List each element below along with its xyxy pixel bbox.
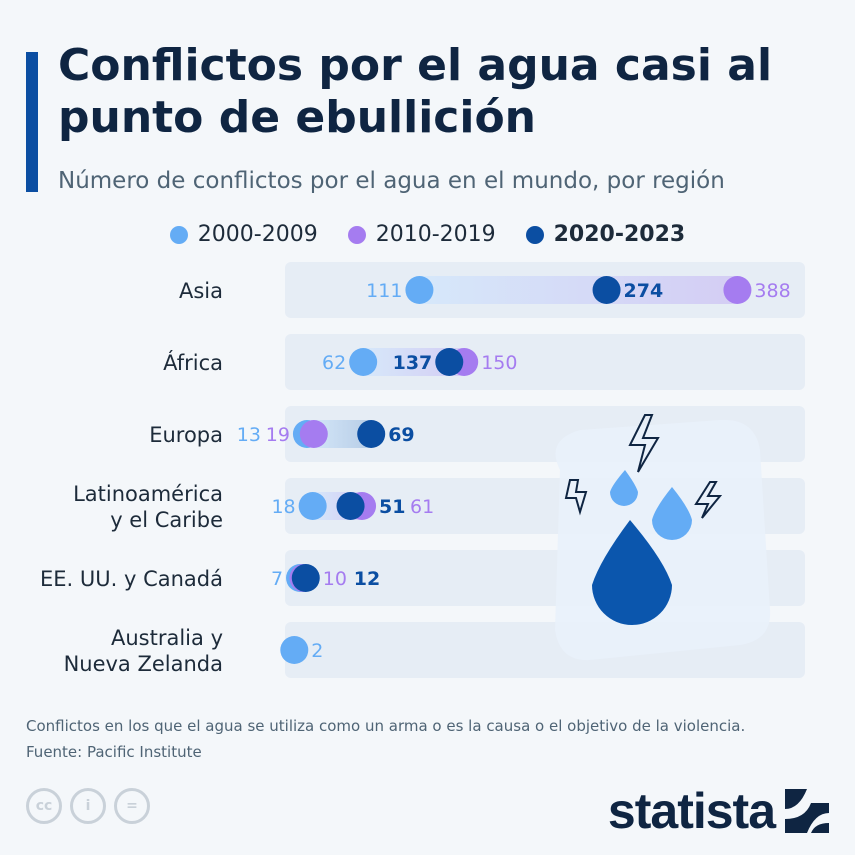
- category-label: Australia y: [111, 626, 223, 650]
- dot-2020-2023: [291, 564, 320, 592]
- legend-item-2020-2023: 2020-2023: [525, 222, 686, 247]
- category-label: Asia: [179, 279, 223, 303]
- footnote-text: Conflictos en los que el agua se utiliza…: [26, 717, 746, 735]
- value-label: 388: [754, 280, 790, 302]
- value-label: 111: [366, 280, 402, 302]
- dot-2010-2019: [299, 420, 328, 448]
- value-label: 150: [481, 352, 517, 374]
- legend-dot: [347, 225, 366, 244]
- value-label: 137: [393, 352, 433, 374]
- brand-wordmark: statista: [607, 783, 776, 839]
- dot-2000-2009: [349, 348, 378, 376]
- chart-subtitle: Número de conflictos por el agua en el m…: [58, 168, 725, 194]
- category-label: África: [163, 350, 223, 375]
- lightning-icon: [628, 414, 660, 473]
- value-label: 51: [379, 496, 405, 518]
- value-label: 18: [271, 496, 295, 518]
- water-conflict-illustration: [555, 414, 771, 661]
- lightning-icon: [564, 479, 588, 516]
- license-icons[interactable]: cc i =: [26, 788, 150, 824]
- statista-logo[interactable]: statista: [608, 782, 829, 840]
- value-label: 12: [354, 568, 380, 590]
- large-drop-icon: [592, 520, 672, 625]
- chart-title: Conflictos por el agua casi al punto de …: [58, 40, 773, 143]
- value-label: 13: [237, 424, 261, 446]
- value-label: 10: [323, 568, 347, 590]
- dot-2000-2009: [280, 636, 309, 664]
- dot-2020-2023: [336, 492, 365, 520]
- legend-label: 2010-2019: [375, 222, 496, 247]
- value-label: 19: [266, 424, 290, 446]
- value-label: 274: [624, 280, 664, 302]
- cc-icon[interactable]: cc: [26, 788, 62, 824]
- illustration-backdrop: [555, 419, 771, 661]
- dot-2010-2019: [723, 276, 752, 304]
- legend-item-2010-2019: 2010-2019: [347, 222, 496, 247]
- source-text: Fuente: Pacific Institute: [26, 743, 202, 761]
- category-label: y el Caribe: [110, 508, 223, 532]
- connector-bar: [419, 276, 738, 304]
- dot-2020-2023: [435, 348, 464, 376]
- no-derivatives-icon[interactable]: =: [114, 788, 150, 824]
- dot-2000-2009: [298, 492, 327, 520]
- category-label: Nueva Zelanda: [64, 652, 223, 676]
- small-drop-icon: [610, 470, 638, 506]
- title-accent-bar: [26, 52, 38, 192]
- value-label: 69: [388, 424, 414, 446]
- value-label: 61: [410, 496, 434, 518]
- lightning-icon: [694, 481, 723, 519]
- category-label: Europa: [149, 423, 223, 447]
- legend: 2000-2009 2010-2019 2020-2023: [0, 222, 855, 247]
- dot-2020-2023: [357, 420, 386, 448]
- legend-label: 2000-2009: [197, 222, 318, 247]
- legend-label: 2020-2023: [553, 222, 686, 247]
- value-label: 2: [311, 640, 323, 662]
- statista-logo-mark: [785, 789, 829, 833]
- footnote: Conflictos en los que el agua se utiliza…: [26, 713, 745, 765]
- category-label: Latinoamérica: [73, 482, 223, 506]
- value-label: 62: [322, 352, 346, 374]
- dot-2020-2023: [592, 276, 621, 304]
- category-label: EE. UU. y Canadá: [40, 567, 223, 591]
- legend-item-2000-2009: 2000-2009: [169, 222, 318, 247]
- attribution-icon[interactable]: i: [70, 788, 106, 824]
- legend-dot: [169, 225, 188, 244]
- drop-icon: [652, 487, 692, 540]
- legend-dot: [525, 225, 544, 244]
- dot-2000-2009: [405, 276, 434, 304]
- value-label: 7: [271, 568, 283, 590]
